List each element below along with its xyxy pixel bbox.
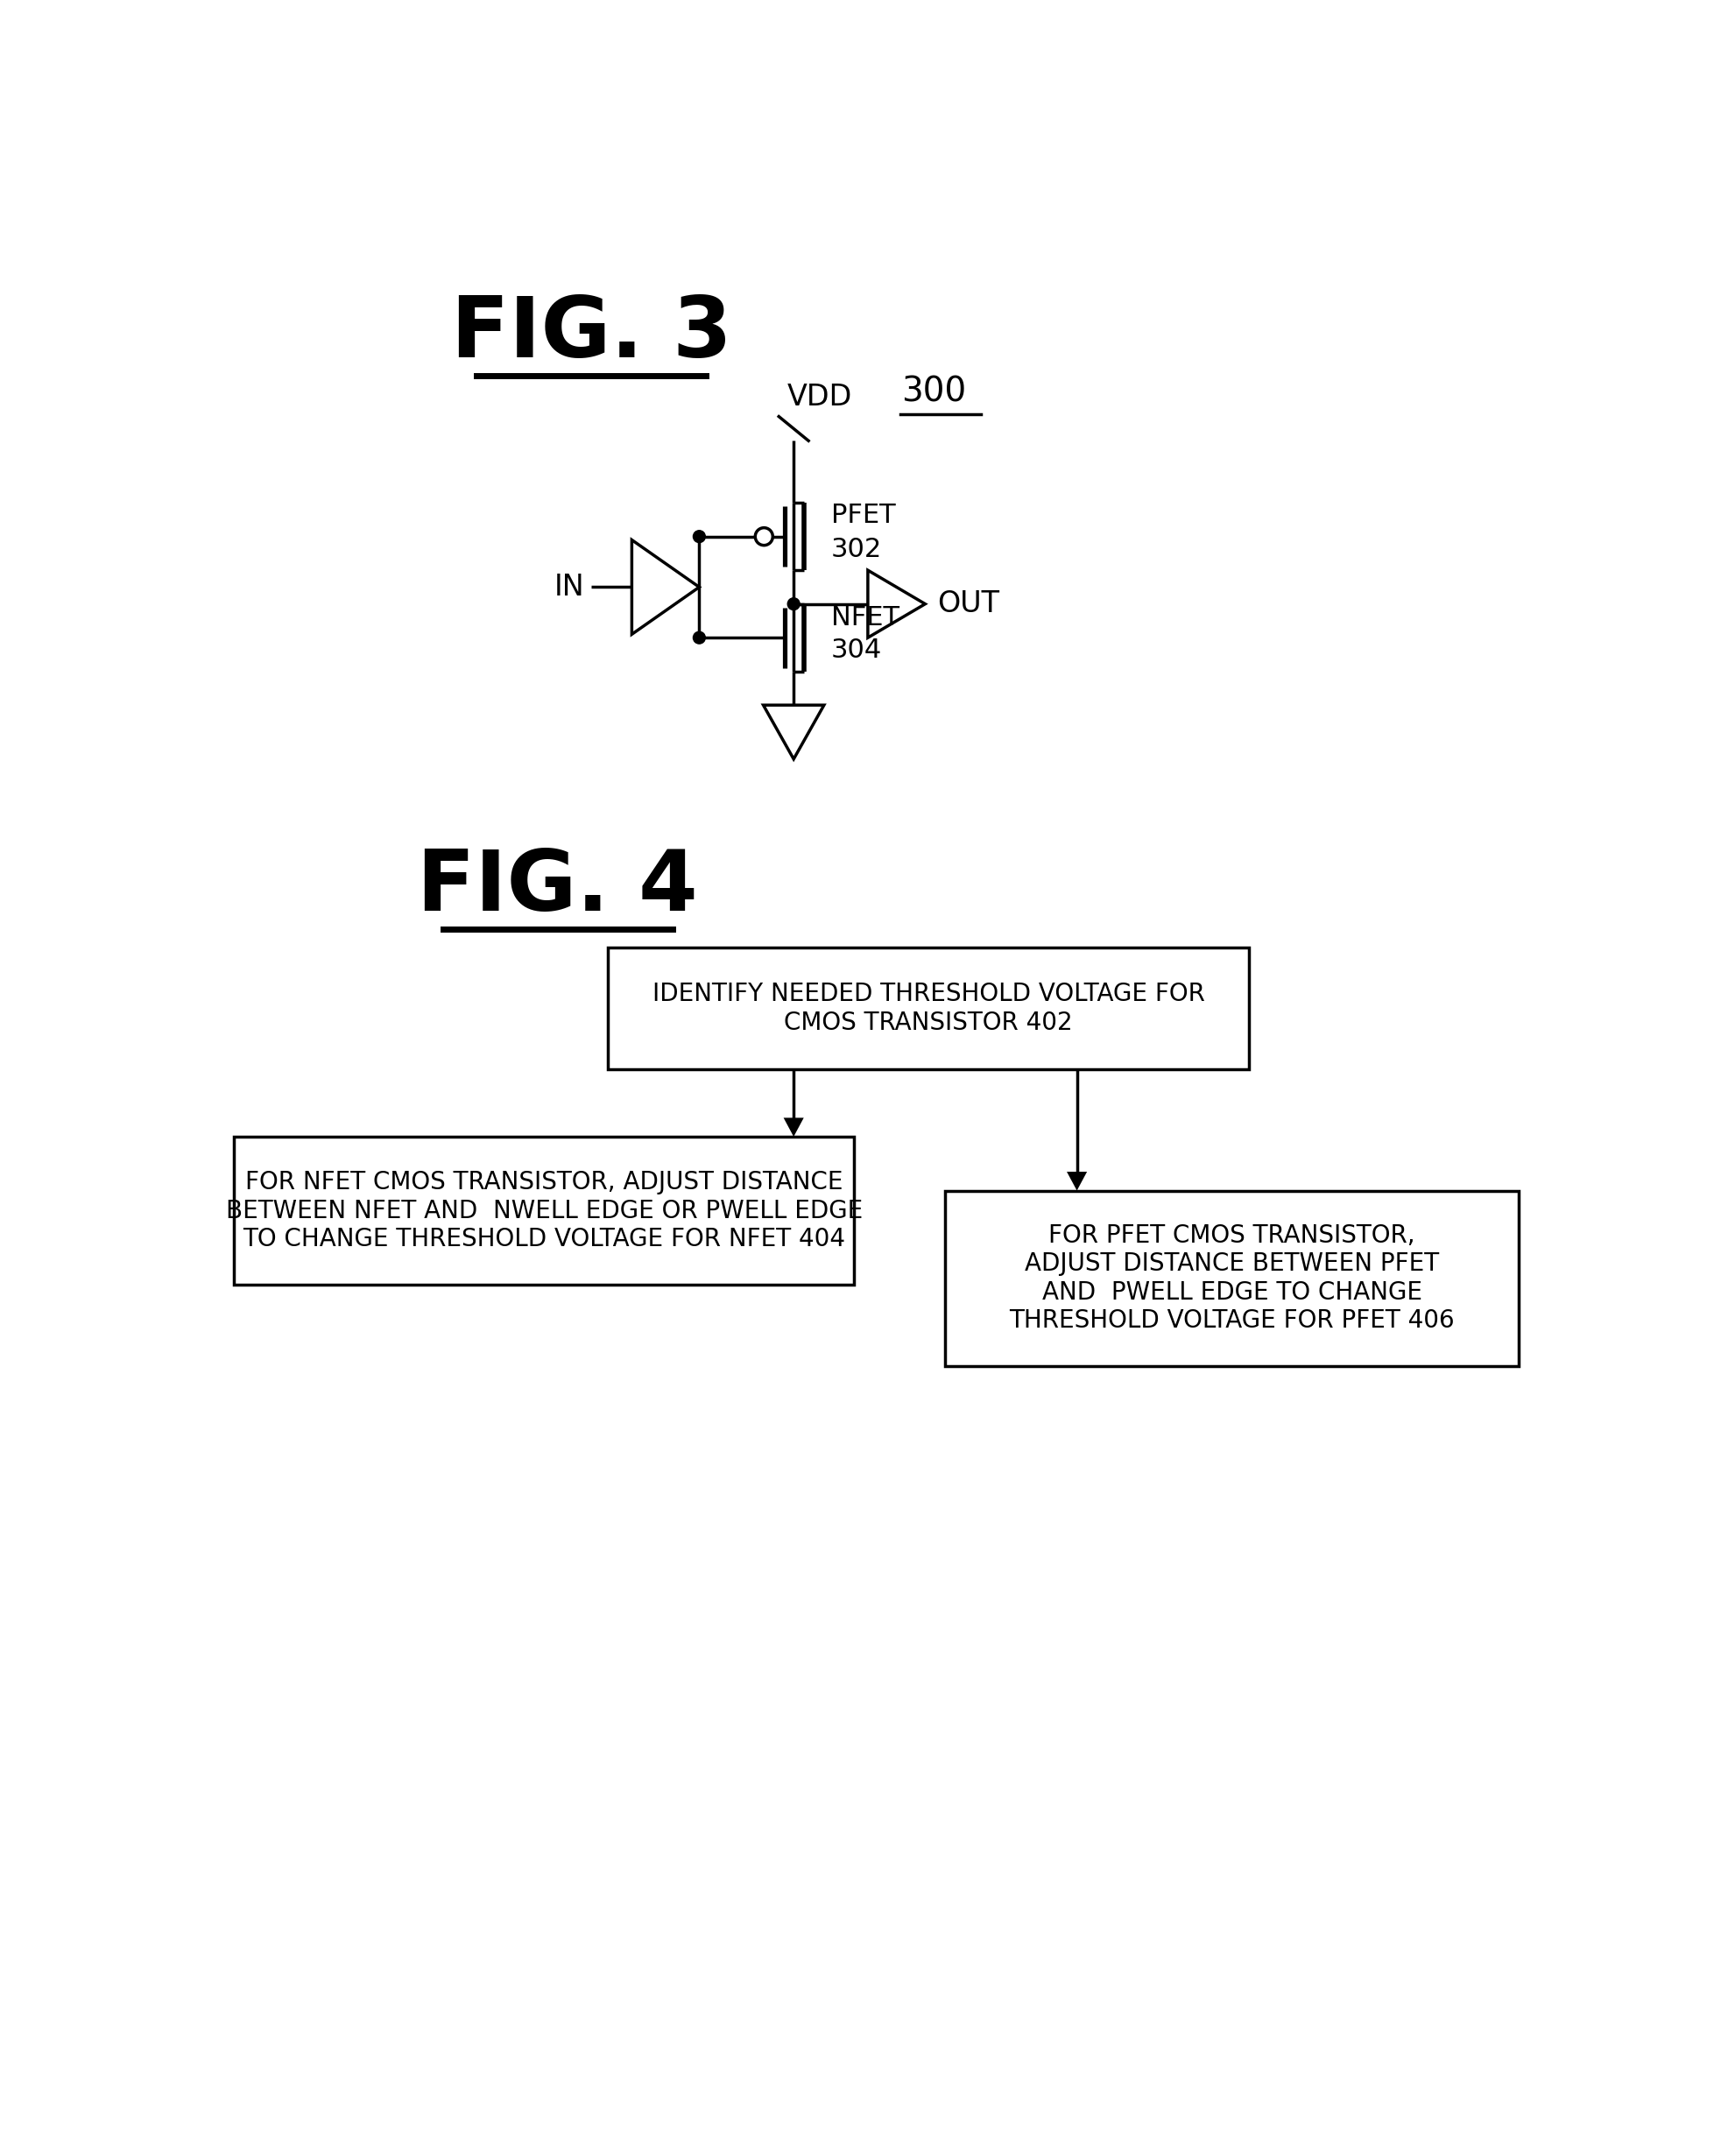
Text: 300: 300 [900,375,966,407]
FancyBboxPatch shape [608,949,1248,1069]
Text: VDD: VDD [786,384,852,412]
Text: IDENTIFY NEEDED THRESHOLD VOLTAGE FOR
CMOS TRANSISTOR 402: IDENTIFY NEEDED THRESHOLD VOLTAGE FOR CM… [651,983,1204,1035]
Text: FIG. 4: FIG. 4 [416,847,698,927]
FancyBboxPatch shape [233,1136,854,1285]
Circle shape [693,632,705,645]
Text: NFET: NFET [831,606,899,632]
Circle shape [788,597,800,610]
Text: FOR NFET CMOS TRANSISTOR, ADJUST DISTANCE
BETWEEN NFET AND  NWELL EDGE OR PWELL : FOR NFET CMOS TRANSISTOR, ADJUST DISTANC… [226,1171,862,1250]
Text: FOR PFET CMOS TRANSISTOR,
ADJUST DISTANCE BETWEEN PFET
AND  PWELL EDGE TO CHANGE: FOR PFET CMOS TRANSISTOR, ADJUST DISTANC… [1009,1222,1453,1332]
Circle shape [693,530,705,543]
Polygon shape [783,1117,804,1136]
Text: IN: IN [555,573,584,602]
FancyBboxPatch shape [945,1190,1517,1367]
Text: PFET: PFET [831,502,895,528]
Text: 304: 304 [831,638,881,664]
Text: 302: 302 [831,537,881,563]
Text: OUT: OUT [937,589,999,619]
Text: FIG. 3: FIG. 3 [451,293,731,375]
Polygon shape [1066,1171,1087,1190]
